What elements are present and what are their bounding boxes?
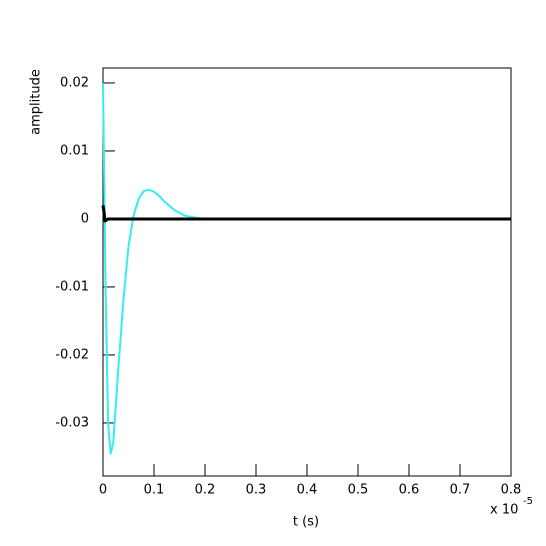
y-tick-label: -0.03	[55, 415, 89, 430]
y-tick-label: 0.01	[60, 143, 89, 158]
x-tick-label: 0.2	[195, 483, 216, 498]
y-tick-label: -0.01	[55, 279, 89, 294]
x-tick-label: 0.1	[144, 483, 165, 498]
x-tick-label: 0.6	[399, 483, 420, 498]
x-multiplier-base: x 10	[490, 503, 518, 518]
plot-frame	[102, 67, 512, 477]
x-tick-label: 0.4	[297, 483, 318, 498]
y-tick-label: 0.02	[60, 75, 89, 90]
x-tick-label: 0.8	[501, 483, 522, 498]
y-axis-label: amplitude	[29, 69, 44, 135]
y-tick-label: -0.02	[55, 347, 89, 362]
x-tick-label: 0.5	[348, 483, 369, 498]
x-tick-label: 0.3	[246, 483, 267, 498]
x-tick-label: 0	[99, 483, 107, 498]
x-multiplier-exponent: -5	[523, 496, 533, 507]
line-series	[101, 205, 511, 223]
y-tick-label: 0	[81, 211, 89, 226]
x-tick-label: 0.7	[450, 483, 471, 498]
line-series	[102, 82, 216, 455]
x-axis-label: t (s)	[293, 515, 319, 530]
